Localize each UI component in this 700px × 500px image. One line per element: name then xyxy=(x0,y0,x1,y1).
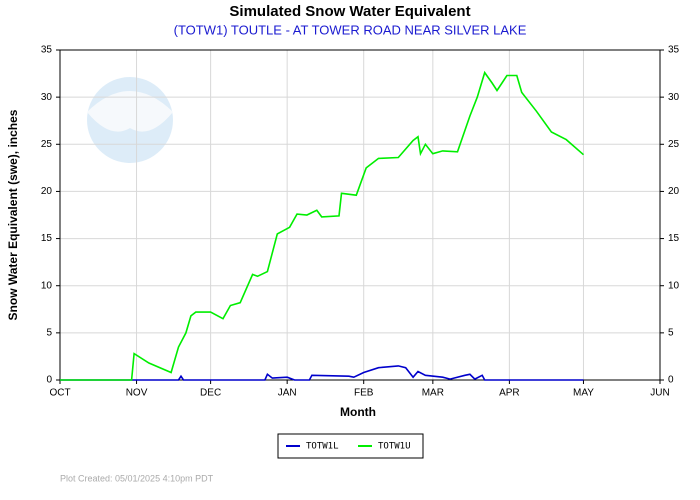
x-tick-label: FEB xyxy=(354,388,374,399)
y-axis-label: Snow Water Equivalent (swe), inches xyxy=(6,109,20,320)
x-axis-label: Month xyxy=(340,405,376,419)
series-line xyxy=(60,70,585,381)
y2-tick-label: 5 xyxy=(668,327,674,338)
logo-watermark xyxy=(87,77,173,163)
plot-frame xyxy=(59,49,661,381)
x-tick-label: MAY xyxy=(573,388,594,399)
y-tick-label: 25 xyxy=(41,139,53,150)
y-tick-label: 15 xyxy=(41,233,53,244)
legend-label: TOTW1L xyxy=(306,442,339,452)
y2-tick-label: 30 xyxy=(668,92,680,103)
chart-title: Simulated Snow Water Equivalent xyxy=(229,3,470,20)
y2-tick-label: 35 xyxy=(668,45,680,56)
y-tick-label: 35 xyxy=(41,45,53,56)
x-tick-label: APR xyxy=(499,388,520,399)
y2-tick-label: 20 xyxy=(668,186,680,197)
legend-label: TOTW1U xyxy=(378,442,411,452)
y2-tick-label: 0 xyxy=(668,375,674,386)
x-tick-label: JAN xyxy=(278,388,297,399)
x-tick-label: DEC xyxy=(200,388,221,399)
x-tick-label: JUN xyxy=(650,388,669,399)
y-tick-label: 0 xyxy=(46,375,52,386)
y2-tick-label: 25 xyxy=(668,139,680,150)
y-tick-label: 5 xyxy=(46,327,52,338)
y-tick-label: 30 xyxy=(41,92,53,103)
y-tick-label: 10 xyxy=(41,280,53,291)
series-line xyxy=(60,365,584,381)
y2-tick-label: 15 xyxy=(668,233,680,244)
chart-subtitle: (TOTW1) TOUTLE - AT TOWER ROAD NEAR SILV… xyxy=(174,22,527,37)
legend-box xyxy=(277,433,424,459)
footnote: Plot Created: 05/01/2025 4:10pm PDT xyxy=(60,473,214,483)
x-tick-label: OCT xyxy=(49,388,70,399)
y-tick-label: 20 xyxy=(41,186,53,197)
y2-tick-label: 10 xyxy=(668,280,680,291)
x-tick-label: NOV xyxy=(126,388,148,399)
x-tick-label: MAR xyxy=(422,388,444,399)
